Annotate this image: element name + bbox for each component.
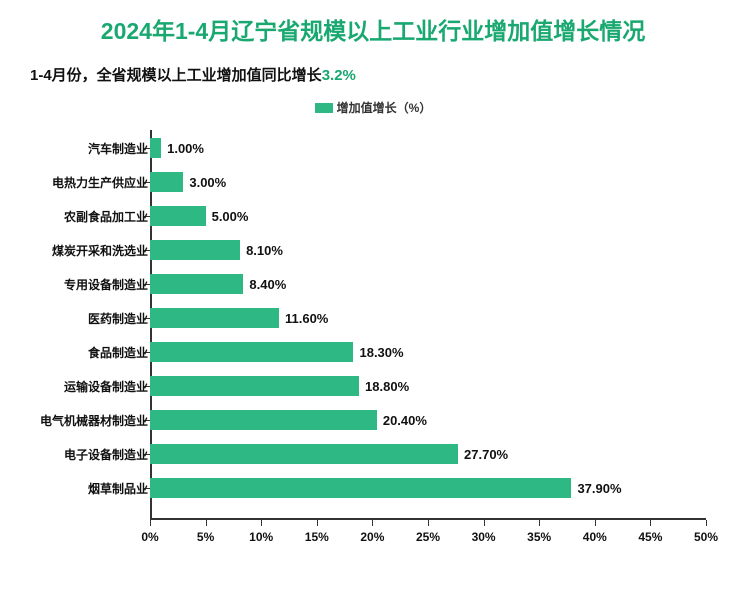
bar — [150, 342, 353, 362]
category-label: 电子设备制造业 — [30, 446, 148, 463]
x-tick — [539, 520, 540, 526]
bar-row: 医药制造业11.60% — [150, 308, 706, 328]
bar — [150, 274, 243, 294]
subtitle-highlight: 3.2% — [322, 67, 356, 84]
bar — [150, 308, 279, 328]
bar — [150, 376, 359, 396]
bar — [150, 172, 183, 192]
bar — [150, 410, 377, 430]
value-label: 5.00% — [212, 209, 249, 224]
value-label: 18.30% — [359, 345, 403, 360]
legend-label: 增加值增长（%） — [337, 101, 432, 115]
value-label: 37.90% — [577, 481, 621, 496]
x-tick — [372, 520, 373, 526]
x-tick — [261, 520, 262, 526]
x-tick — [206, 520, 207, 526]
chart-area: 汽车制造业1.00%电热力生产供应业3.00%农副食品加工业5.00%煤炭开采和… — [30, 130, 716, 550]
value-label: 11.60% — [285, 311, 328, 326]
x-tick — [484, 520, 485, 526]
bar-row: 电气机械器材制造业20.40% — [150, 410, 706, 430]
value-label: 20.40% — [383, 413, 427, 428]
x-tick-label: 40% — [583, 530, 607, 544]
x-tick — [317, 520, 318, 526]
subtitle-prefix: 1-4月份，全省规模以上工业增加值同比增长 — [30, 67, 322, 84]
bar-row: 电热力生产供应业3.00% — [150, 172, 706, 192]
bar-row: 汽车制造业1.00% — [150, 138, 706, 158]
x-tick-label: 15% — [305, 530, 329, 544]
value-label: 18.80% — [365, 379, 409, 394]
bar-row: 农副食品加工业5.00% — [150, 206, 706, 226]
bar — [150, 138, 161, 158]
x-tick-label: 25% — [416, 530, 440, 544]
x-tick — [650, 520, 651, 526]
legend-swatch — [315, 103, 333, 113]
category-label: 电气机械器材制造业 — [30, 412, 148, 429]
value-label: 3.00% — [189, 175, 226, 190]
x-tick-label: 20% — [360, 530, 384, 544]
x-tick — [428, 520, 429, 526]
x-tick — [595, 520, 596, 526]
bar-row: 运输设备制造业18.80% — [150, 376, 706, 396]
x-tick-label: 10% — [249, 530, 273, 544]
value-label: 1.00% — [167, 141, 204, 156]
category-label: 烟草制品业 — [30, 480, 148, 497]
plot-region: 汽车制造业1.00% 电热力生产供应业3.00% 农副食品加工业5.00% 煤炭开采和… — [150, 130, 706, 520]
bar — [150, 240, 240, 260]
x-tick — [150, 520, 151, 526]
x-tick — [706, 520, 707, 526]
chart-subtitle: 1-4月份，全省规模以上工业增加值同比增长3.2% — [0, 46, 746, 85]
category-label: 医药制造业 — [30, 310, 148, 327]
bar — [150, 444, 458, 464]
x-tick-label: 5% — [197, 530, 214, 544]
category-label: 食品制造业 — [30, 344, 148, 361]
x-tick-label: 45% — [638, 530, 662, 544]
value-label: 27.70% — [464, 447, 508, 462]
chart-title: 2024年1-4月辽宁省规模以上工业行业增加值增长情况 — [0, 0, 746, 46]
value-label: 8.40% — [249, 277, 286, 292]
bar — [150, 206, 206, 226]
category-label: 专用设备制造业 — [30, 276, 148, 293]
x-tick-label: 35% — [527, 530, 551, 544]
value-label: 8.10% — [246, 243, 283, 258]
x-tick-label: 30% — [472, 530, 496, 544]
bar-row: 专用设备制造业8.40% — [150, 274, 706, 294]
category-label: 汽车制造业 — [30, 140, 148, 157]
x-tick-label: 50% — [694, 530, 718, 544]
bar-row: 煤炭开采和洗选业8.10% — [150, 240, 706, 260]
category-label: 煤炭开采和洗选业 — [30, 242, 148, 259]
bar — [150, 478, 571, 498]
category-label: 电热力生产供应业 — [30, 174, 148, 191]
bar-row: 电子设备制造业27.70% — [150, 444, 706, 464]
bar-row: 食品制造业18.30% — [150, 342, 706, 362]
category-label: 农副食品加工业 — [30, 208, 148, 225]
x-tick-label: 0% — [141, 530, 158, 544]
legend: 增加值增长（%） — [0, 85, 746, 122]
category-label: 运输设备制造业 — [30, 378, 148, 395]
bar-row: 烟草制品业37.90% — [150, 478, 706, 498]
